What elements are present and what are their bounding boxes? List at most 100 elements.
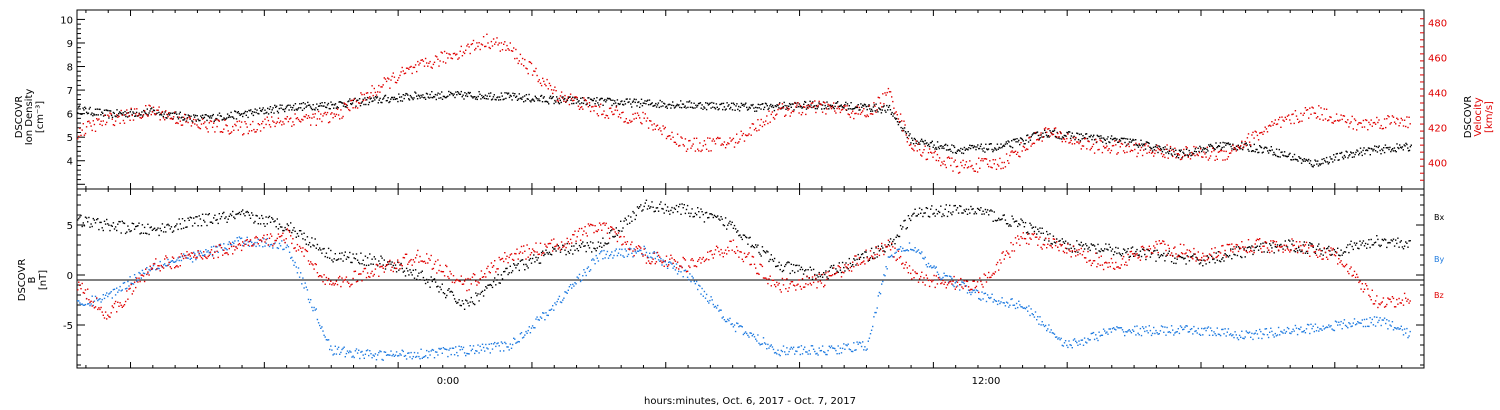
density-point — [113, 112, 115, 115]
density-point — [1182, 151, 1184, 153]
velocity-point — [923, 149, 925, 151]
density-point — [746, 106, 748, 109]
density-point — [712, 106, 714, 108]
density-point — [996, 143, 999, 145]
density-point — [162, 115, 164, 118]
density-point — [423, 97, 425, 99]
density-point — [408, 99, 411, 101]
bx-point — [767, 251, 769, 253]
density-point — [1398, 147, 1400, 150]
velocity-point — [1271, 121, 1273, 123]
density-point — [760, 108, 762, 110]
density-point — [802, 106, 804, 109]
by-point — [379, 350, 381, 352]
bx-point — [1125, 251, 1127, 254]
density-point — [844, 104, 846, 106]
density-point — [224, 118, 226, 120]
bx-point — [304, 239, 306, 241]
velocity-point — [275, 122, 277, 125]
bx-point — [496, 279, 498, 281]
density-point — [422, 94, 424, 96]
density-point — [576, 98, 578, 101]
by-point — [303, 287, 305, 289]
density-point — [603, 99, 605, 102]
density-point — [1073, 135, 1075, 138]
bx-point — [689, 215, 691, 218]
density-point — [1353, 156, 1355, 158]
velocity-point — [1372, 122, 1375, 124]
density-point — [666, 107, 668, 109]
density-point — [1308, 158, 1310, 161]
density-point — [418, 95, 421, 97]
bx-point — [620, 220, 622, 222]
velocity-point — [695, 137, 698, 139]
by-point — [507, 346, 509, 348]
velocity-point — [133, 108, 136, 110]
velocity-point — [789, 115, 791, 117]
density-point — [730, 102, 733, 104]
density-point — [590, 98, 593, 101]
density-point — [184, 118, 186, 120]
density-point — [526, 98, 528, 100]
density-point — [1408, 149, 1411, 152]
density-point — [1325, 161, 1327, 163]
bx-point — [168, 224, 170, 227]
density-point — [615, 105, 618, 107]
density-point — [986, 148, 988, 150]
by-point — [283, 248, 285, 250]
by-point — [465, 354, 467, 357]
density-point — [1005, 141, 1007, 143]
density-point — [193, 114, 195, 116]
velocity-point — [1182, 155, 1184, 158]
by-point — [332, 354, 334, 356]
bx-point — [1291, 243, 1293, 245]
bx-point — [768, 260, 770, 263]
by-point — [738, 326, 740, 328]
velocity-point — [697, 148, 699, 150]
bx-point — [1122, 248, 1125, 250]
bx-point — [301, 233, 303, 235]
velocity-point — [741, 134, 743, 137]
velocity-point — [181, 124, 184, 126]
velocity-point — [1049, 135, 1051, 137]
by-point — [730, 323, 732, 326]
velocity-point — [739, 138, 741, 140]
density-point — [1077, 132, 1079, 135]
bx-point — [1097, 243, 1099, 246]
density-point — [646, 100, 648, 102]
bx-point — [1373, 242, 1376, 244]
bx-point — [1179, 256, 1182, 258]
density-point — [655, 106, 658, 108]
density-point — [490, 99, 493, 101]
velocity-point — [1183, 148, 1185, 151]
bx-point — [1131, 246, 1134, 248]
velocity-point — [1340, 114, 1342, 116]
density-point — [77, 112, 79, 114]
velocity-point — [1373, 121, 1376, 124]
bx-point — [477, 293, 479, 295]
by-point — [625, 250, 627, 252]
bx-point — [1188, 260, 1191, 262]
density-point — [1311, 165, 1313, 168]
velocity-point — [797, 102, 799, 104]
density-point — [1115, 139, 1117, 141]
by-point — [377, 354, 379, 356]
density-point — [1097, 135, 1099, 138]
velocity-point — [689, 139, 691, 142]
velocity-point — [1199, 148, 1202, 150]
bx-point — [633, 212, 635, 214]
by-point — [218, 245, 220, 247]
density-point — [1035, 132, 1037, 135]
bx-point — [1314, 252, 1317, 254]
by-point — [363, 357, 365, 359]
velocity-point — [1064, 140, 1067, 143]
bx-point — [927, 215, 930, 218]
density-point — [246, 111, 248, 113]
bx-point — [441, 283, 443, 285]
bx-point — [899, 224, 902, 227]
density-point — [1109, 141, 1111, 144]
velocity-point — [690, 147, 692, 149]
by-point — [652, 252, 654, 254]
density-point — [1242, 146, 1245, 148]
by-point — [266, 238, 268, 240]
